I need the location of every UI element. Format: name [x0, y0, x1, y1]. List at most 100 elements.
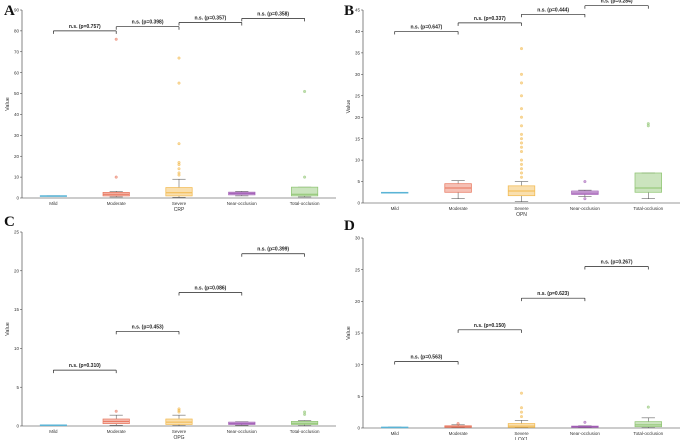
y-tick-label: 80: [14, 28, 20, 33]
significance-bracket: n.s. (p=0.757): [53, 24, 117, 34]
box-severe: [507, 391, 536, 428]
box-mild: [39, 195, 67, 197]
significance-bracket: n.s. (p=0.623): [521, 291, 586, 302]
y-tick-label: 25: [355, 267, 361, 272]
y-tick-label: 0: [357, 426, 360, 431]
significance-label: n.s. (p=0.358): [257, 11, 289, 17]
outlier-point: [520, 162, 523, 166]
significance-label: n.s. (p=0.398): [132, 20, 164, 26]
panel-d: D 0 5 10 15 20 25 30 Value Mild Moderate Severe Near…: [344, 218, 680, 440]
outlier-point: [177, 161, 181, 164]
significance-bracket: n.s. (p=0.398): [115, 20, 180, 30]
significance-bracket: n.s. (p=0.399): [241, 247, 305, 257]
outlier-point: [520, 150, 523, 153]
box-moderate: [102, 37, 130, 198]
x-category-label: Mild: [391, 431, 400, 436]
outlier-point: [520, 145, 523, 149]
panel-b: B 0 5 10 15 20 25 30 35 40 45 Value Mild Moderate Seve…: [344, 0, 680, 218]
x-category-label: Total-occlusion: [633, 206, 663, 211]
significance-bracket: n.s. (p=0.150): [457, 323, 522, 333]
outlier-point: [520, 391, 523, 395]
panel-letter: A: [4, 3, 15, 19]
box-total-occlusion: [634, 122, 662, 199]
significance-label: n.s. (p=0.267): [601, 260, 633, 266]
y-tick-label: 5: [357, 179, 360, 184]
panel-letter: D: [344, 218, 355, 234]
significance-label: n.s. (p=0.399): [257, 247, 289, 253]
y-tick-label: 5: [16, 385, 19, 390]
x-category-label: Total-occlusion: [633, 431, 663, 436]
y-axis-title: Value: [346, 326, 352, 340]
significance-bracket: n.s. (p=0.647): [394, 24, 459, 35]
outlier-point: [520, 115, 523, 119]
significance-label: n.s. (p=0.337): [474, 16, 506, 22]
y-tick-label: 30: [355, 236, 361, 241]
box-iqr: [165, 187, 193, 197]
x-category-label: Near-occlusion: [227, 201, 258, 206]
y-tick-label: 20: [14, 154, 20, 159]
y-tick-label: 0: [16, 196, 19, 201]
outlier-point: [456, 422, 460, 426]
box-mild: [381, 426, 409, 429]
x-axis-title: LOX1: [515, 437, 528, 440]
x-category-label: Severe: [514, 431, 529, 436]
significance-label: n.s. (p=0.647): [410, 24, 442, 30]
outlier-point: [520, 410, 523, 414]
box-mild: [381, 191, 409, 194]
outlier-point: [583, 180, 587, 184]
box-moderate: [102, 409, 130, 426]
significance-bracket: n.s. (p=0.358): [241, 11, 305, 22]
y-tick-label: 30: [14, 133, 20, 138]
x-category-label: Moderate: [107, 201, 127, 206]
x-category-label: Severe: [172, 429, 187, 434]
y-tick-label: 45: [355, 8, 361, 13]
outlier-point: [177, 142, 181, 146]
panel-letter: C: [4, 214, 15, 230]
box-iqr: [634, 421, 662, 428]
box-near-occlusion: [228, 421, 256, 426]
y-axis-title: Value: [5, 97, 11, 111]
y-tick-label: 90: [14, 8, 20, 13]
outlier-point: [520, 132, 523, 136]
outlier-point: [520, 107, 523, 111]
outlier-point: [114, 37, 118, 41]
outlier-point: [520, 124, 523, 128]
significance-bracket: n.s. (p=0.284): [584, 0, 649, 9]
outlier-point: [520, 94, 523, 98]
y-axis-title: Value: [5, 322, 11, 336]
box-near-occlusion: [571, 420, 599, 428]
outlier-point: [520, 158, 523, 162]
box-mild: [39, 424, 67, 426]
significance-label: n.s. (p=0.357): [194, 16, 226, 22]
y-tick-label: 10: [355, 158, 361, 163]
y-tick-label: 20: [355, 299, 361, 304]
y-tick-label: 15: [355, 331, 361, 336]
outlier-point: [177, 81, 181, 85]
significance-label: n.s. (p=0.150): [474, 323, 506, 329]
significance-bracket: n.s. (p=0.563): [394, 355, 459, 365]
y-tick-label: 20: [14, 268, 20, 273]
y-tick-label: 25: [14, 230, 20, 235]
y-tick-label: 10: [14, 175, 20, 180]
box-total-occlusion: [634, 405, 662, 428]
box-iqr: [634, 172, 662, 193]
x-category-label: Total-occlusion: [290, 429, 320, 434]
outlier-point: [520, 47, 523, 51]
x-category-label: Moderate: [107, 429, 127, 434]
y-tick-label: 20: [355, 115, 361, 120]
outlier-point: [177, 407, 181, 411]
x-category-label: Total-occlusion: [290, 201, 320, 206]
significance-bracket: n.s. (p=0.357): [178, 16, 243, 26]
x-category-label: Mild: [49, 429, 58, 434]
outlier-point: [520, 72, 523, 76]
outlier-point: [646, 405, 650, 409]
box-near-occlusion: [571, 180, 599, 201]
significance-label: n.s. (p=0.310): [69, 363, 101, 369]
x-category-label: Moderate: [449, 431, 469, 436]
x-category-label: Moderate: [449, 206, 469, 211]
y-tick-label: 60: [14, 70, 20, 75]
outlier-point: [520, 81, 523, 85]
y-tick-label: 0: [16, 424, 19, 429]
outlier-point: [177, 56, 181, 60]
